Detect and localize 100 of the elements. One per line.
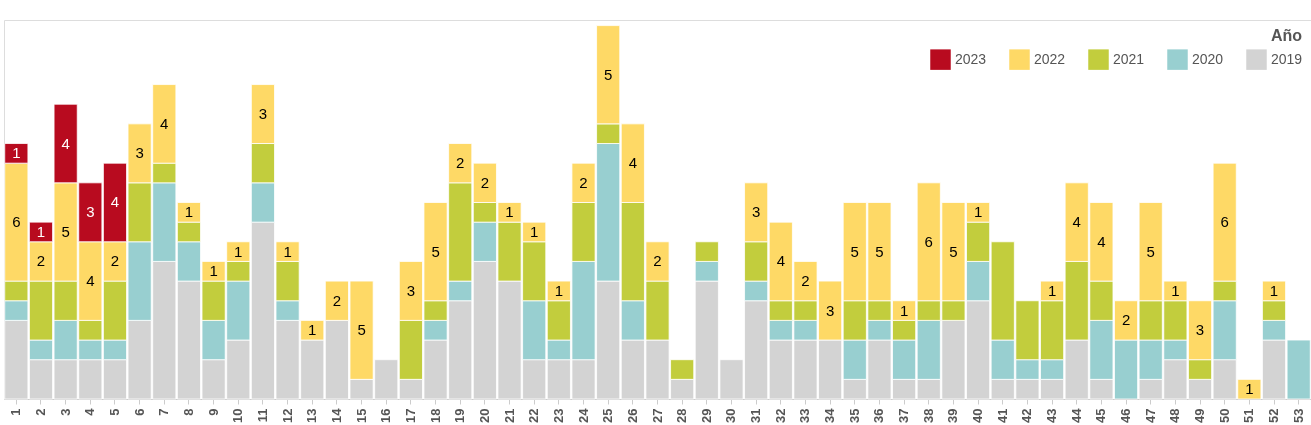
data-label: 2 [332,291,342,309]
legend-label: 2023 [955,50,987,67]
data-label: 2 [456,154,465,172]
data-label: 4 [61,134,70,152]
x-tick-label: 2 [32,408,48,416]
data-label: 1 [1171,281,1180,299]
data-label: 1 [1269,281,1279,299]
x-tick-label: 3 [57,408,73,416]
data-label: 1 [283,242,292,260]
x-tick-label: 44 [1068,407,1084,423]
data-label: 1 [899,301,909,319]
data-label: 6 [924,232,933,250]
x-tick-label: 7 [156,408,172,416]
x-tick-label: 9 [205,408,221,416]
x-tick-label: 23 [550,408,566,423]
data-label: 1 [1245,380,1254,398]
data-label: 4 [1072,213,1081,231]
data-label: 5 [949,242,958,260]
data-label: 1 [505,203,514,221]
x-tick-label: 11 [254,408,270,423]
data-label: 5 [850,242,859,260]
x-tick-label: 10 [230,408,246,423]
data-label: 5 [357,321,366,339]
data-label: 1 [209,262,218,280]
data-label: 1 [36,222,46,240]
x-tick-label: 14 [328,407,344,423]
x-tick-label: 5 [106,408,122,416]
x-tick-label: 40 [970,408,986,423]
x-tick-label: 19 [452,408,468,423]
data-label: 2 [480,173,490,191]
data-label: 5 [431,242,440,260]
x-tick-label: 34 [822,407,838,423]
x-tick-label: 32 [772,408,788,423]
legend-label: 2021 [1113,50,1145,67]
x-tick-label: 28 [674,408,690,423]
x-tick-label: 35 [846,408,862,423]
x-tick-label: 31 [748,408,764,423]
data-label: 1 [308,321,317,339]
x-tick-label: 52 [1266,408,1282,423]
data-label: 2 [110,252,120,270]
data-label: 4 [86,272,95,290]
x-tick-label: 33 [797,408,813,423]
x-tick-label: 6 [131,408,147,416]
data-label: 5 [1146,242,1155,260]
x-tick-label: 22 [526,408,542,423]
x-tick-label: 13 [304,408,320,423]
x-tick-label: 26 [624,408,640,423]
data-label: 3 [406,281,416,299]
data-label: 2 [36,252,46,270]
data-label: 3 [751,203,761,221]
data-label: 3 [1195,321,1205,339]
data-label: 6 [1220,213,1229,231]
data-label: 4 [1097,232,1106,250]
x-tick-label: 17 [402,408,418,423]
data-label: 3 [135,144,144,162]
x-tick-label: 50 [1216,408,1232,423]
x-tick-label: 21 [501,408,517,423]
x-tick-label: 20 [476,408,492,423]
data-label: 2 [579,173,588,191]
data-label: 4 [110,193,120,211]
x-tick-label: 29 [698,408,714,423]
x-tick-label: 12 [279,408,295,423]
x-tick-label: 38 [920,408,936,423]
data-label: 1 [973,203,983,221]
data-label: 1 [530,222,539,240]
legend-title: Año [1270,27,1303,44]
data-label: 4 [628,154,638,172]
legend-label: 2020 [1192,50,1224,67]
x-tick-label: 36 [871,408,887,423]
x-tick-label: 16 [378,408,394,423]
x-tick-label: 27 [649,408,665,423]
data-label: 1 [184,203,194,221]
x-tick-label: 53 [1290,408,1306,423]
x-tick-label: 45 [1093,408,1109,423]
x-tick-label: 43 [1044,408,1060,423]
data-label: 3 [86,203,95,221]
x-tick-label: 25 [600,408,616,423]
x-tick-label: 37 [896,408,912,423]
data-label: 5 [604,65,613,83]
data-label: 2 [801,272,810,290]
data-label: 2 [1121,311,1131,329]
x-tick-label: 42 [1019,408,1035,423]
x-tick-label: 18 [427,408,443,423]
x-tick-label: 41 [994,408,1010,423]
x-tick-label: 48 [1167,408,1183,423]
x-tick-label: 51 [1241,408,1257,423]
x-tick-label: 49 [1192,408,1208,423]
x-tick-label: 8 [180,408,196,416]
data-label: 5 [61,222,70,240]
data-label: 3 [825,301,835,319]
x-tick-label: 24 [575,407,591,423]
x-tick-label: 47 [1142,408,1158,423]
x-tick-label: 4 [82,407,98,416]
data-label: 1 [12,144,21,162]
data-label: 4 [776,252,785,270]
data-label: 2 [653,252,662,270]
x-tick-label: 15 [353,408,369,423]
x-tick-label: 1 [8,408,24,416]
x-tick-label: 46 [1118,408,1134,423]
data-label: 4 [160,114,169,132]
